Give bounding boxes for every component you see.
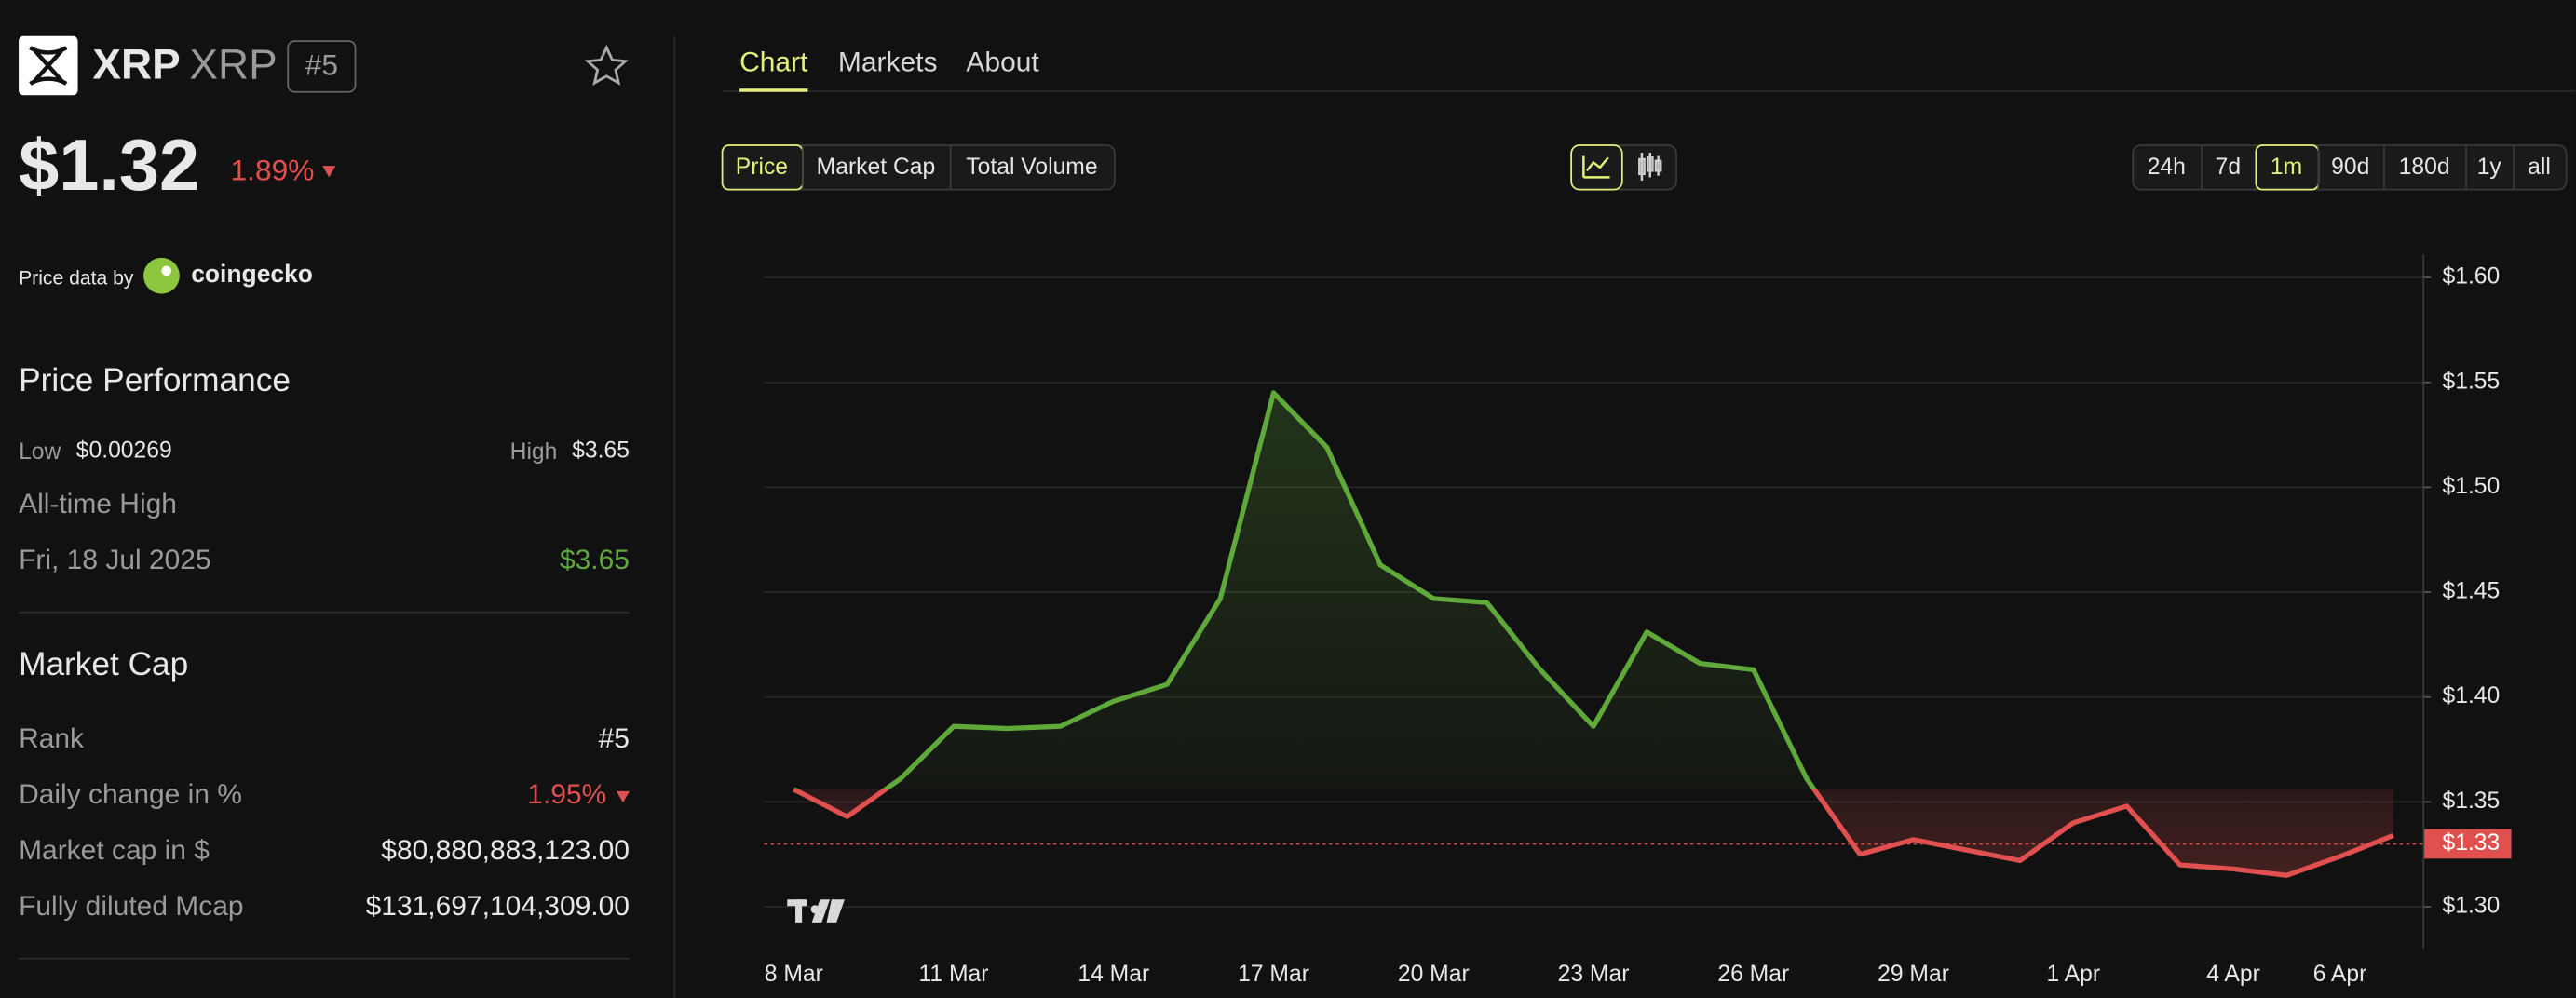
chart: $1.30 $1.35 $1.40 $1.45 $1.50 $1.55 $1.60 8 Mar… (764, 254, 2512, 987)
metric-label[interactable]: Price (736, 155, 788, 180)
row-value: #5 (599, 723, 630, 754)
y-tick-label: $1.30 (2443, 894, 2501, 919)
row-label: Rank (19, 723, 85, 754)
range-label[interactable]: 24h (2148, 155, 2186, 180)
x-tick-label: 26 Mar (1717, 962, 1789, 987)
row-label: Fully diluted Mcap (19, 891, 244, 922)
coingecko-eye (161, 265, 172, 276)
tab[interactable]: Chart (739, 47, 808, 78)
x-tick-label: 8 Mar (765, 962, 823, 987)
tab[interactable]: Markets (838, 47, 938, 78)
y-tick-label: $1.55 (2443, 369, 2501, 394)
x-tick-label: 29 Mar (1878, 962, 1949, 987)
x-tick-label: 6 Apr (2313, 962, 2367, 987)
section-title: Market Cap (19, 646, 188, 682)
ath-label: All-time High (19, 489, 177, 519)
row-value: 1.95% (527, 779, 606, 810)
current-price-label: $1.33 (2443, 830, 2501, 856)
row-value: $131,697,104,309.00 (366, 891, 630, 922)
metric-label[interactable]: Market Cap (817, 155, 936, 180)
tradingview-logo (787, 899, 845, 923)
y-tick-label: $1.35 (2443, 789, 2501, 814)
range-label[interactable]: 1m (2271, 155, 2302, 180)
range-label[interactable]: all (2528, 155, 2551, 180)
x-tick-label: 23 Mar (1558, 962, 1630, 987)
tab-underline (739, 88, 808, 92)
down-arrow (616, 790, 630, 803)
x-tick-label: 17 Mar (1238, 962, 1309, 987)
y-tick-label: $1.40 (2443, 683, 2501, 708)
low-value: $0.00269 (76, 438, 172, 463)
source-name: coingecko (191, 260, 313, 288)
y-tick-label: $1.45 (2443, 579, 2501, 604)
rank-badge-text: #5 (305, 48, 338, 82)
line-view-button[interactable] (1570, 144, 1623, 191)
logo-mark (29, 46, 68, 86)
x-tick-label: 1 Apr (2046, 962, 2100, 987)
asset-symbol: XRP (189, 40, 277, 88)
ranges-group (2132, 144, 2568, 191)
range-label[interactable]: 1y (2477, 155, 2502, 180)
ath-value: $3.65 (560, 545, 630, 575)
range-label[interactable]: 180d (2399, 155, 2450, 180)
source-prefix: Price data by (19, 267, 134, 289)
price-line (793, 390, 2394, 878)
range-label[interactable]: 90d (2331, 155, 2369, 180)
x-tick-label: 20 Mar (1398, 962, 1470, 987)
range-label[interactable]: 7d (2216, 155, 2241, 180)
candle-view-button[interactable] (1638, 152, 1662, 181)
favorite-star[interactable] (584, 44, 629, 86)
y-tick-label: $1.50 (2443, 474, 2501, 499)
ath-date: Fri, 18 Jul 2025 (19, 545, 211, 575)
price-area (793, 392, 2393, 876)
y-tick-label: $1.60 (2443, 264, 2501, 290)
rank-badge (287, 40, 357, 93)
price-change: 1.89% (231, 154, 315, 187)
current-price-badge (2424, 829, 2512, 859)
tab[interactable]: About (966, 47, 1039, 78)
high-label: High (510, 439, 558, 465)
row-label: Market cap in $ (19, 835, 210, 866)
metric-label[interactable]: Total Volume (966, 155, 1097, 180)
x-tick-label: 4 Apr (2206, 962, 2260, 987)
low-label: Low (19, 439, 61, 465)
down-arrow (322, 166, 336, 178)
row-value: $80,880,883,123.00 (381, 835, 630, 866)
x-tick-label: 14 Mar (1078, 962, 1149, 987)
x-tick-label: 11 Mar (919, 962, 989, 987)
asset-name: XRP (92, 40, 180, 88)
section-title: Price Performance (19, 362, 291, 398)
coingecko-logo (143, 257, 180, 294)
price: $1.32 (19, 126, 199, 206)
row-label: Daily change in % (19, 779, 242, 810)
line-icon (1582, 155, 1610, 179)
high-value: $3.65 (572, 438, 630, 463)
